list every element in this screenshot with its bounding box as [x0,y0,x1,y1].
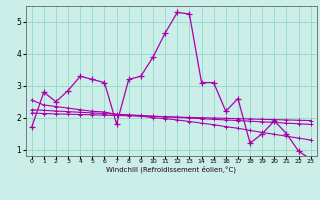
X-axis label: Windchill (Refroidissement éolien,°C): Windchill (Refroidissement éolien,°C) [106,166,236,173]
